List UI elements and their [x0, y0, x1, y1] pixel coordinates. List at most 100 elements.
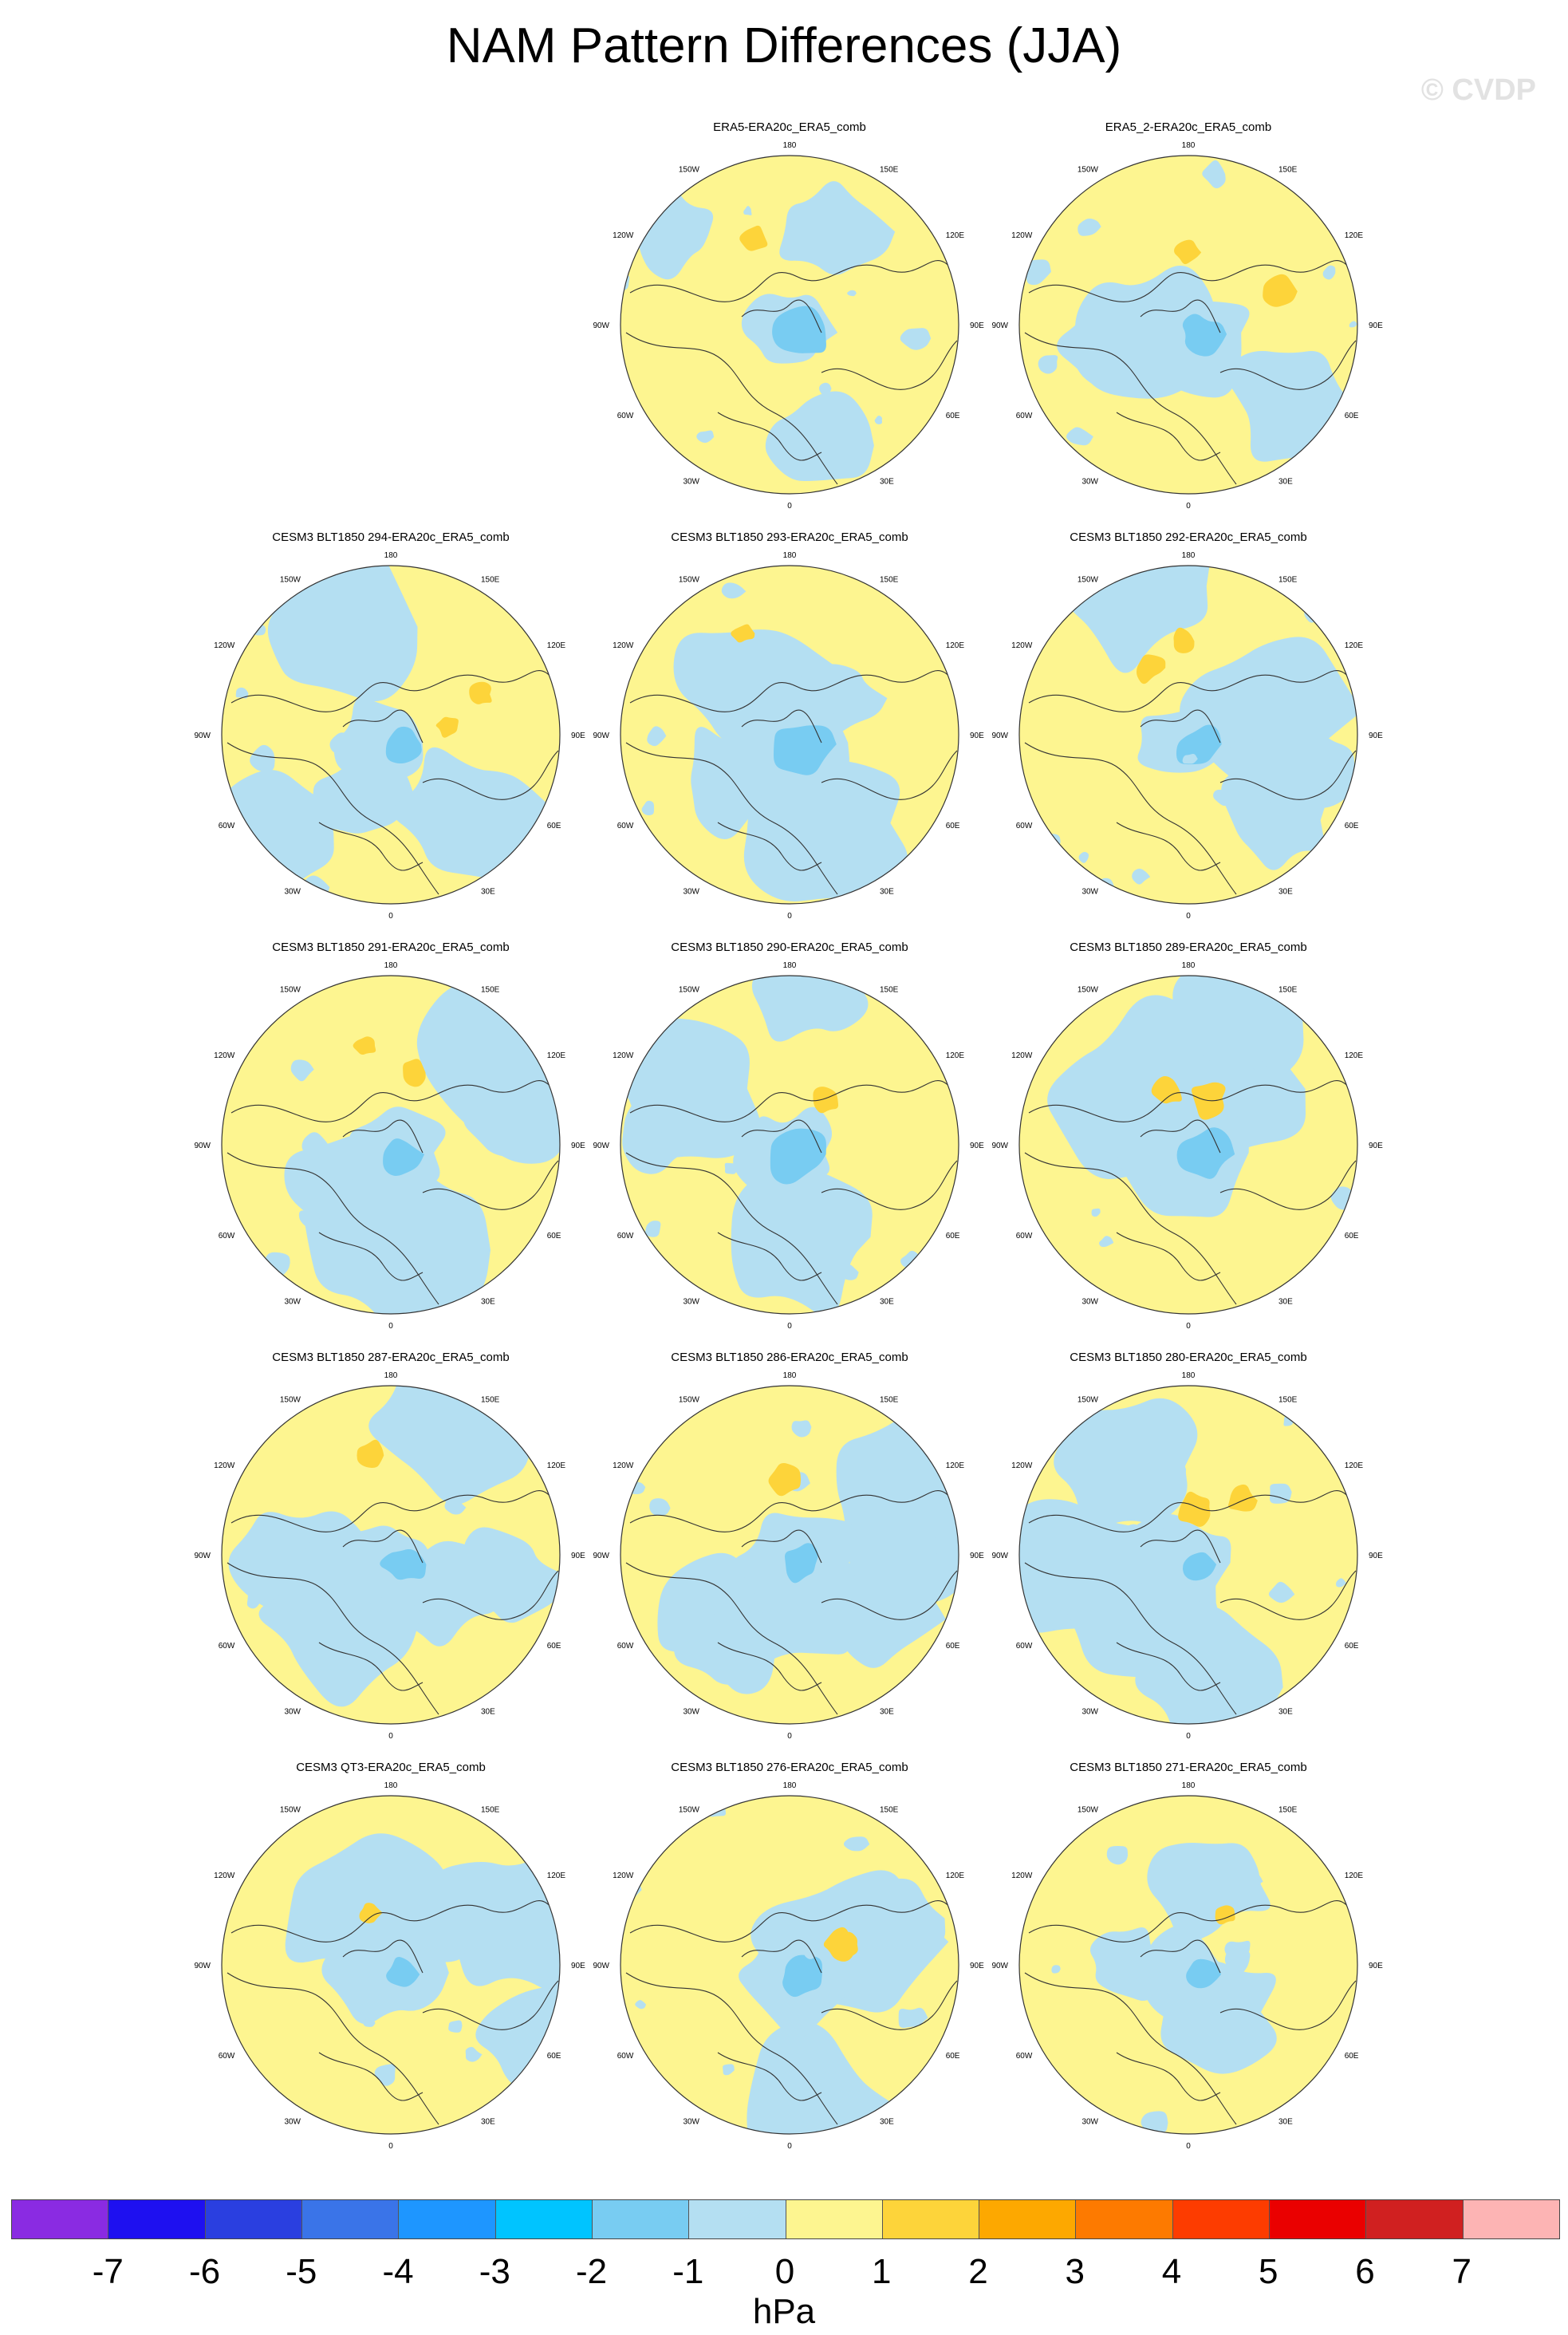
coastline [1140, 1529, 1221, 1564]
negative-core [385, 726, 422, 763]
coastline [1219, 340, 1357, 390]
longitude-label: 150E [481, 1805, 500, 1814]
colorbar-tick-label: 5 [1259, 2252, 1278, 2291]
longitude-label: 120W [214, 1461, 235, 1470]
coastline [1116, 412, 1221, 461]
coastline [629, 1490, 958, 1532]
negative-core [782, 1954, 822, 1998]
longitude-label: 120W [1011, 1051, 1033, 1060]
coastline [1219, 1160, 1357, 1210]
negative-speckle [1055, 580, 1068, 593]
colorbar-tick-label: 3 [1065, 2252, 1085, 2291]
longitude-label: 0 [388, 2142, 393, 2151]
coastline [230, 1490, 559, 1532]
longitude-label: 60W [219, 822, 235, 830]
longitude-label: 120E [1345, 1461, 1364, 1470]
negative-speckle [1326, 995, 1341, 1007]
negative-speckle [354, 618, 366, 632]
colorbar-box [399, 2200, 496, 2238]
cvdp-watermark: © CVDP [1420, 73, 1536, 107]
negative-speckle [271, 1816, 290, 1832]
negative-speckle [1043, 834, 1061, 854]
polar-map: 180 150E 120E 90E 60E 30E 0 30W 60W 90W 120W 150W [991, 961, 1383, 1331]
longitude-label: 60E [1345, 822, 1359, 830]
longitude-label: 180 [783, 551, 797, 560]
coastline [1024, 332, 1237, 485]
longitude-label: 30W [683, 888, 699, 897]
longitude-label: 180 [384, 551, 398, 560]
positive-anomaly-lobe [1136, 654, 1166, 684]
longitude-label: 120E [547, 641, 566, 650]
positive-anomaly-lobe [1178, 1491, 1211, 1527]
longitude-label: 150W [280, 1395, 301, 1404]
negative-speckle [819, 382, 832, 396]
longitude-label: 180 [384, 961, 398, 970]
negative-speckle [231, 2074, 263, 2097]
negative-core [1176, 1127, 1235, 1179]
longitude-label: 120W [1011, 641, 1033, 650]
negative-anomaly-region [747, 2021, 920, 2134]
negative-speckle [1106, 1845, 1129, 1865]
colorbar-tick-label: -2 [575, 2252, 608, 2291]
coastline [1024, 1972, 1237, 2125]
positive-anomaly-lobe [353, 1036, 376, 1055]
negative-anomaly-region [1180, 637, 1357, 792]
longitude-label: 0 [1186, 1322, 1191, 1331]
colorbar-box [786, 2200, 883, 2238]
figure-title: NAM Pattern Differences (JJA) [446, 18, 1122, 73]
longitude-label: 30E [880, 2118, 894, 2127]
longitude-label: 150E [1278, 165, 1298, 174]
negative-speckle [734, 1063, 750, 1075]
longitude-label: 150E [880, 1805, 899, 1814]
negative-speckle [743, 206, 752, 215]
negative-speckle [1349, 321, 1357, 328]
panel-title: CESM3 BLT1850 276-ERA20c_ERA5_comb [671, 1761, 908, 1774]
polar-negative-region [321, 1903, 449, 2025]
longitude-label: 150W [679, 985, 700, 994]
longitude-label: 60E [946, 2052, 960, 2061]
longitude-label: 120E [547, 1461, 566, 1470]
longitude-label: 60W [617, 1642, 634, 1651]
longitude-label: 120W [613, 231, 634, 240]
positive-anomaly-lobe [739, 225, 768, 251]
longitude-label: 30E [880, 1298, 894, 1307]
negative-speckle [363, 2018, 376, 2027]
longitude-label: 60E [1345, 412, 1359, 420]
colorbar-box [108, 2200, 206, 2238]
negative-speckle [641, 800, 655, 816]
positive-anomaly-lobe [823, 1927, 854, 1962]
longitude-label: 60W [1016, 822, 1033, 830]
longitude-label: 30W [683, 1298, 699, 1307]
map-panel: CESM3 BLT1850 291-ERA20c_ERA5_comb 180 150… [191, 940, 590, 1339]
longitude-label: 90E [970, 732, 984, 740]
negative-speckle [724, 1162, 738, 1174]
negative-speckle [1224, 1949, 1251, 1975]
negative-speckle [1078, 218, 1101, 236]
negative-speckle [819, 665, 842, 683]
longitude-label: 90W [593, 1962, 609, 1970]
negative-speckle [696, 430, 715, 444]
colorbar-box [12, 2200, 109, 2238]
colorbar-box [979, 2200, 1077, 2238]
negative-anomaly-region [779, 181, 896, 275]
longitude-label: 180 [1182, 551, 1196, 560]
coastline [717, 1232, 822, 1281]
negative-speckle [900, 328, 932, 350]
negative-speckle [757, 1596, 787, 1615]
positive-anomaly-lobe [1228, 1484, 1258, 1512]
panel-title: CESM3 BLT1850 280-ERA20c_ERA5_comb [1070, 1351, 1307, 1364]
coastline [625, 742, 838, 895]
longitude-label: 0 [787, 1322, 792, 1331]
positive-anomaly-lobe [357, 1439, 384, 1469]
negative-core [1183, 1552, 1217, 1581]
negative-core [773, 725, 837, 775]
longitude-label: 0 [787, 912, 792, 921]
longitude-label: 120E [547, 1872, 566, 1880]
longitude-label: 60W [219, 1642, 235, 1651]
panel-title: CESM3 QT3-ERA20c_ERA5_comb [296, 1761, 486, 1774]
colorbar-box [1172, 2200, 1271, 2238]
coastline [318, 1642, 424, 1691]
map-panel: CESM3 BLT1850 271-ERA20c_ERA5_comb 180 150… [989, 1760, 1388, 2159]
coastline [821, 1570, 958, 1620]
coastline [230, 1900, 559, 1943]
